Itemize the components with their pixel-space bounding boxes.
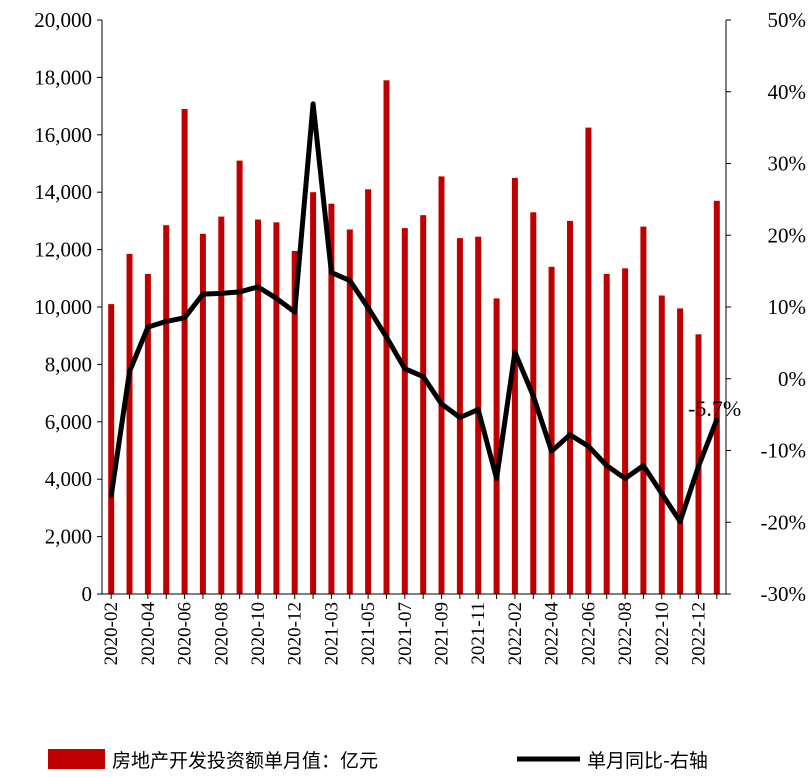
x-tick-label: 2020-02: [101, 602, 122, 665]
right-tick-label: 20%: [768, 223, 807, 247]
bar: [346, 229, 353, 594]
bar: [236, 160, 243, 594]
x-tick-label: 2021-11: [468, 602, 489, 665]
x-tick-label: 2022-06: [578, 602, 599, 665]
x-tick-label: 2021-09: [432, 602, 453, 665]
x-tick-label: 2022-12: [688, 602, 709, 665]
right-tick-label: 10%: [768, 295, 807, 319]
bar: [603, 274, 610, 594]
left-tick-label: 12,000: [34, 238, 92, 262]
bar: [291, 251, 298, 594]
bar: [622, 268, 629, 594]
last-value-annotation: -5.7%: [688, 396, 741, 421]
bar: [401, 228, 408, 594]
left-tick-label: 18,000: [34, 65, 92, 89]
legend-bar-label: 房地产开发投资额单月值：亿元: [112, 750, 378, 772]
legend-line-label: 单月同比-右轴: [587, 750, 708, 772]
x-tick-label: 2020-10: [248, 602, 269, 665]
bar: [438, 176, 445, 594]
x-tick-label: 2020-08: [211, 602, 232, 665]
bar: [713, 200, 720, 595]
bar: [273, 222, 280, 595]
axes: [97, 19, 731, 599]
bar: [218, 216, 225, 594]
right-tick-label: 40%: [768, 80, 807, 104]
legend: 房地产开发投资额单月值：亿元 单月同比-右轴: [48, 749, 708, 772]
tick-labels: 0 2,000 4,000 6,000 8,000 10,000 12,000 14,000 1…: [34, 8, 806, 665]
left-tick-label: 10,000: [34, 295, 92, 319]
bar-series: [108, 80, 720, 595]
bar: [144, 274, 151, 594]
bar: [640, 226, 647, 594]
yoy-line: [108, 101, 720, 524]
x-tick-label: 2021-05: [358, 602, 379, 665]
x-tick-label: 2022-10: [652, 602, 673, 665]
x-tick-label: 2020-04: [138, 602, 159, 666]
bar: [567, 220, 573, 594]
bar: [493, 298, 500, 594]
bar: [255, 219, 261, 594]
x-tick-label: 2022-08: [615, 602, 636, 665]
left-tick-label: 20,000: [34, 8, 92, 32]
bar: [511, 177, 518, 594]
bar: [108, 304, 115, 594]
bar: [328, 203, 335, 594]
right-tick-label: 30%: [768, 152, 807, 176]
x-tick-label: 2021-07: [395, 602, 416, 665]
bar: [548, 266, 555, 594]
bar: [126, 253, 133, 594]
left-tick-label: 2,000: [45, 525, 92, 549]
right-tick-label: -20%: [761, 510, 807, 534]
left-tick-label: 8,000: [45, 352, 92, 376]
left-tick-label: 4,000: [45, 467, 92, 491]
left-tick-label: 16,000: [34, 123, 92, 147]
bar: [658, 295, 665, 594]
legend-bar-swatch: [48, 749, 105, 769]
bar: [181, 109, 188, 594]
bar: [163, 225, 170, 594]
left-tick-label: 0: [82, 582, 93, 606]
x-tick-label: 2021-03: [321, 602, 342, 665]
x-tick-label: 2020-06: [175, 602, 196, 665]
x-tick-label: 2022-02: [505, 602, 526, 665]
right-tick-label: -10%: [761, 439, 807, 463]
bar: [199, 233, 206, 595]
right-tick-label: 50%: [768, 8, 807, 32]
x-tick-label: 2020-12: [285, 602, 306, 665]
line-series: [108, 101, 720, 524]
x-tick-label: 2022-04: [542, 602, 563, 666]
bar: [365, 189, 372, 595]
bar: [677, 308, 684, 594]
bar: [420, 215, 427, 594]
left-tick-label: 14,000: [34, 180, 92, 204]
bar: [585, 127, 592, 594]
left-tick-label: 6,000: [45, 410, 92, 434]
bar: [310, 192, 317, 594]
right-tick-label: -30%: [761, 582, 807, 606]
right-tick-label: 0%: [778, 367, 806, 391]
